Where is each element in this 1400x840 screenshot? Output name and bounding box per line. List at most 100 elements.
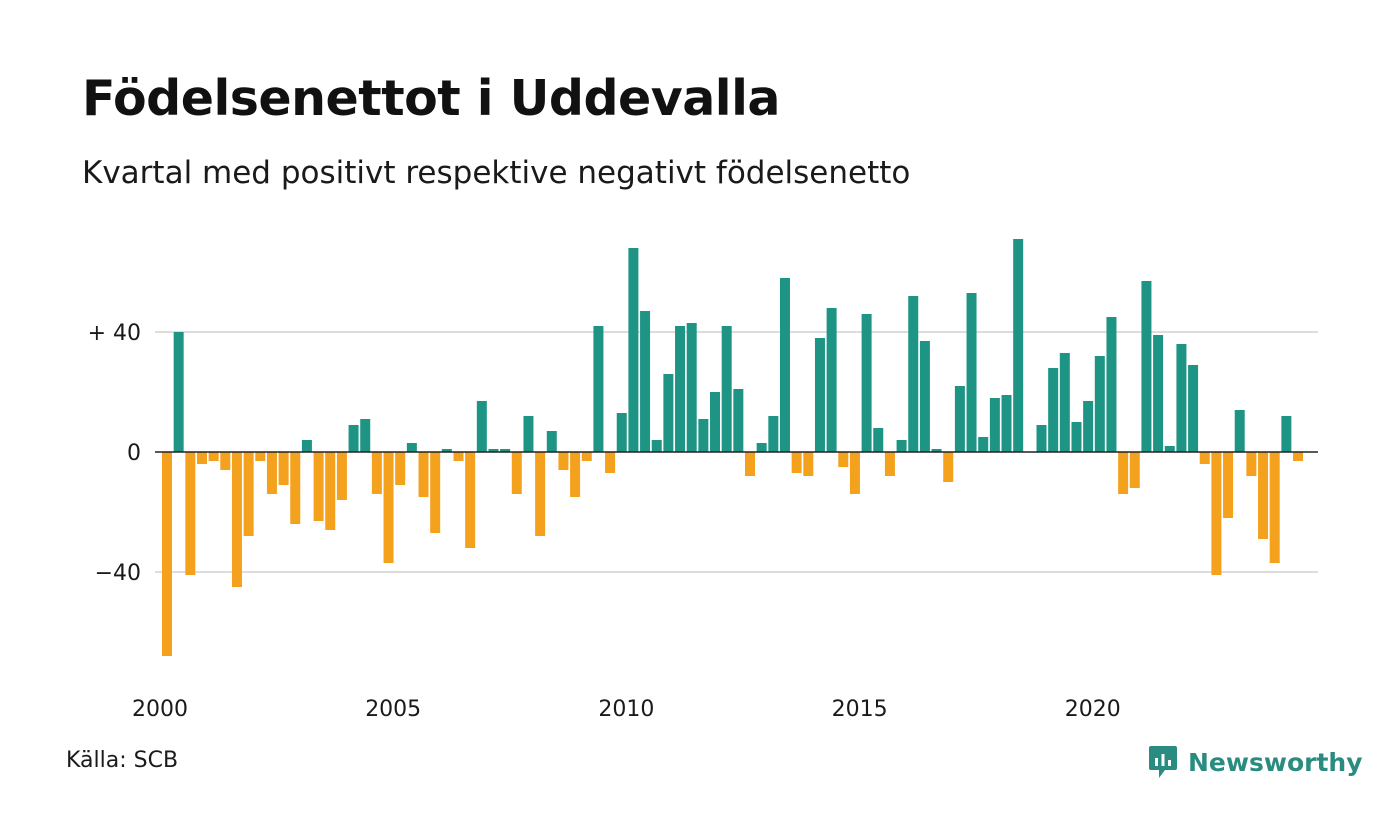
bar-positive	[1036, 425, 1047, 452]
bar-positive	[663, 374, 674, 452]
bar-negative	[430, 452, 441, 533]
bar-positive	[861, 314, 872, 452]
bar-negative	[278, 452, 289, 485]
bar-positive	[406, 443, 417, 452]
bar-negative	[208, 452, 219, 461]
bar-negative	[418, 452, 429, 497]
bar-negative	[849, 452, 860, 494]
bar-negative	[535, 452, 546, 536]
bar-positive	[721, 326, 732, 452]
bar-positive	[593, 326, 604, 452]
bar-negative	[465, 452, 476, 548]
bar-positive	[896, 440, 907, 452]
bar-negative	[1223, 452, 1234, 518]
bar-positive	[733, 389, 744, 452]
bar-negative	[313, 452, 324, 521]
bar-positive	[675, 326, 686, 452]
bar-negative	[745, 452, 755, 476]
bar-negative	[1293, 452, 1304, 461]
bar-negative	[266, 452, 277, 494]
x-tick-label: 2005	[365, 697, 421, 722]
bar-positive	[488, 449, 499, 452]
bar-negative	[325, 452, 336, 530]
newsworthy-logo[interactable]: Newsworthy	[1148, 744, 1363, 780]
bar-positive	[360, 419, 371, 452]
bar-negative	[570, 452, 581, 497]
bar-negative	[1118, 452, 1129, 494]
bar-positive	[1141, 281, 1152, 452]
bar-positive	[616, 413, 627, 452]
bar-positive	[779, 278, 790, 452]
bar-positive	[348, 425, 359, 452]
bar-positive	[1083, 401, 1094, 452]
bar-positive	[1013, 239, 1024, 452]
bar-positive	[1059, 353, 1070, 452]
bar-positive	[931, 449, 942, 452]
bar-positive	[989, 398, 1000, 452]
bar-positive	[1188, 365, 1199, 452]
bar-negative	[1199, 452, 1210, 464]
bar-positive	[1281, 416, 1292, 452]
y-tick-label: + 40	[88, 321, 141, 346]
bar-negative	[838, 452, 849, 467]
bar-positive	[173, 332, 184, 452]
bar-negative	[453, 452, 464, 461]
newsworthy-icon	[1149, 746, 1177, 778]
bar-negative	[884, 452, 895, 476]
y-tick-label: 0	[127, 441, 141, 466]
bar-positive	[1234, 410, 1245, 452]
bar-positive	[1164, 446, 1175, 452]
x-tick-label: 2000	[132, 697, 188, 722]
bar-positive	[919, 341, 930, 452]
bar-positive	[628, 248, 639, 452]
bar-negative	[791, 452, 802, 473]
y-tick-label: −40	[95, 561, 141, 586]
bar-negative	[231, 452, 242, 587]
bar-positive	[640, 311, 651, 452]
bar-positive	[908, 296, 919, 452]
bar-negative	[290, 452, 301, 524]
bar-positive	[651, 440, 662, 452]
bar-negative	[1246, 452, 1257, 476]
bar-positive	[873, 428, 884, 452]
bar-negative	[1211, 452, 1222, 575]
bar-negative	[371, 452, 382, 494]
bar-negative	[605, 452, 616, 473]
bar-positive	[1001, 395, 1012, 452]
bar-positive	[814, 338, 825, 452]
bar-positive	[978, 437, 989, 452]
bar-negative	[255, 452, 266, 461]
bar-positive	[441, 449, 452, 452]
x-tick-label: 2010	[598, 697, 654, 722]
bar-positive	[710, 392, 721, 452]
bar-negative	[511, 452, 522, 494]
bar-negative	[196, 452, 207, 464]
bar-positive	[476, 401, 487, 452]
bar-positive	[523, 416, 534, 452]
bar-negative	[581, 452, 592, 461]
bar-positive	[768, 416, 779, 452]
chart-subtitle: Kvartal med positivt respektive negativt…	[82, 155, 911, 191]
bar-positive	[1071, 422, 1082, 452]
bar-negative	[803, 452, 814, 476]
bar-positive	[966, 293, 977, 452]
bar-positive	[1176, 344, 1187, 452]
bar-negative	[243, 452, 254, 536]
bar-negative	[943, 452, 954, 482]
bars	[162, 239, 1304, 656]
bar-positive	[686, 323, 697, 452]
bar-positive	[546, 431, 557, 452]
source-note: Källa: SCB	[66, 748, 179, 773]
x-tick-label: 2020	[1065, 697, 1121, 722]
bar-positive	[954, 386, 965, 452]
bar-positive	[1048, 368, 1059, 452]
bar-negative	[558, 452, 569, 470]
bar-negative	[336, 452, 347, 500]
bar-positive	[826, 308, 837, 452]
x-tick-label: 2015	[832, 697, 888, 722]
bar-negative	[1269, 452, 1280, 563]
bar-positive	[756, 443, 767, 452]
chart-title: Födelsenettot i Uddevalla	[82, 70, 780, 127]
bar-negative	[1258, 452, 1269, 539]
